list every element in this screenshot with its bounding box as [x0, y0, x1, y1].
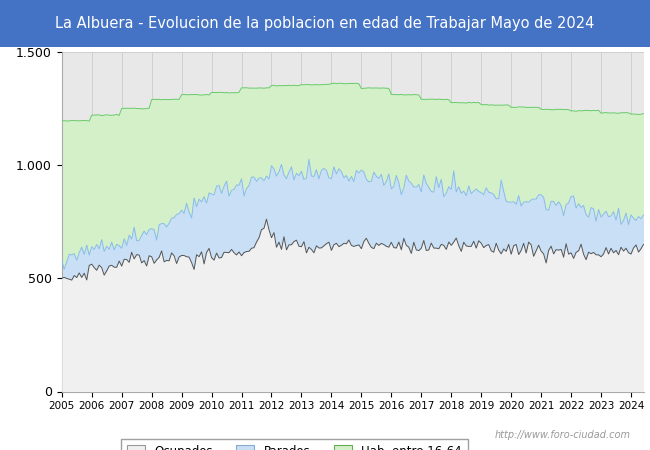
Legend: Ocupados, Parados, Hab. entre 16-64: Ocupados, Parados, Hab. entre 16-64: [121, 439, 468, 450]
Text: http://www.foro-ciudad.com: http://www.foro-ciudad.com: [495, 430, 630, 440]
Text: La Albuera - Evolucion de la poblacion en edad de Trabajar Mayo de 2024: La Albuera - Evolucion de la poblacion e…: [55, 16, 595, 31]
